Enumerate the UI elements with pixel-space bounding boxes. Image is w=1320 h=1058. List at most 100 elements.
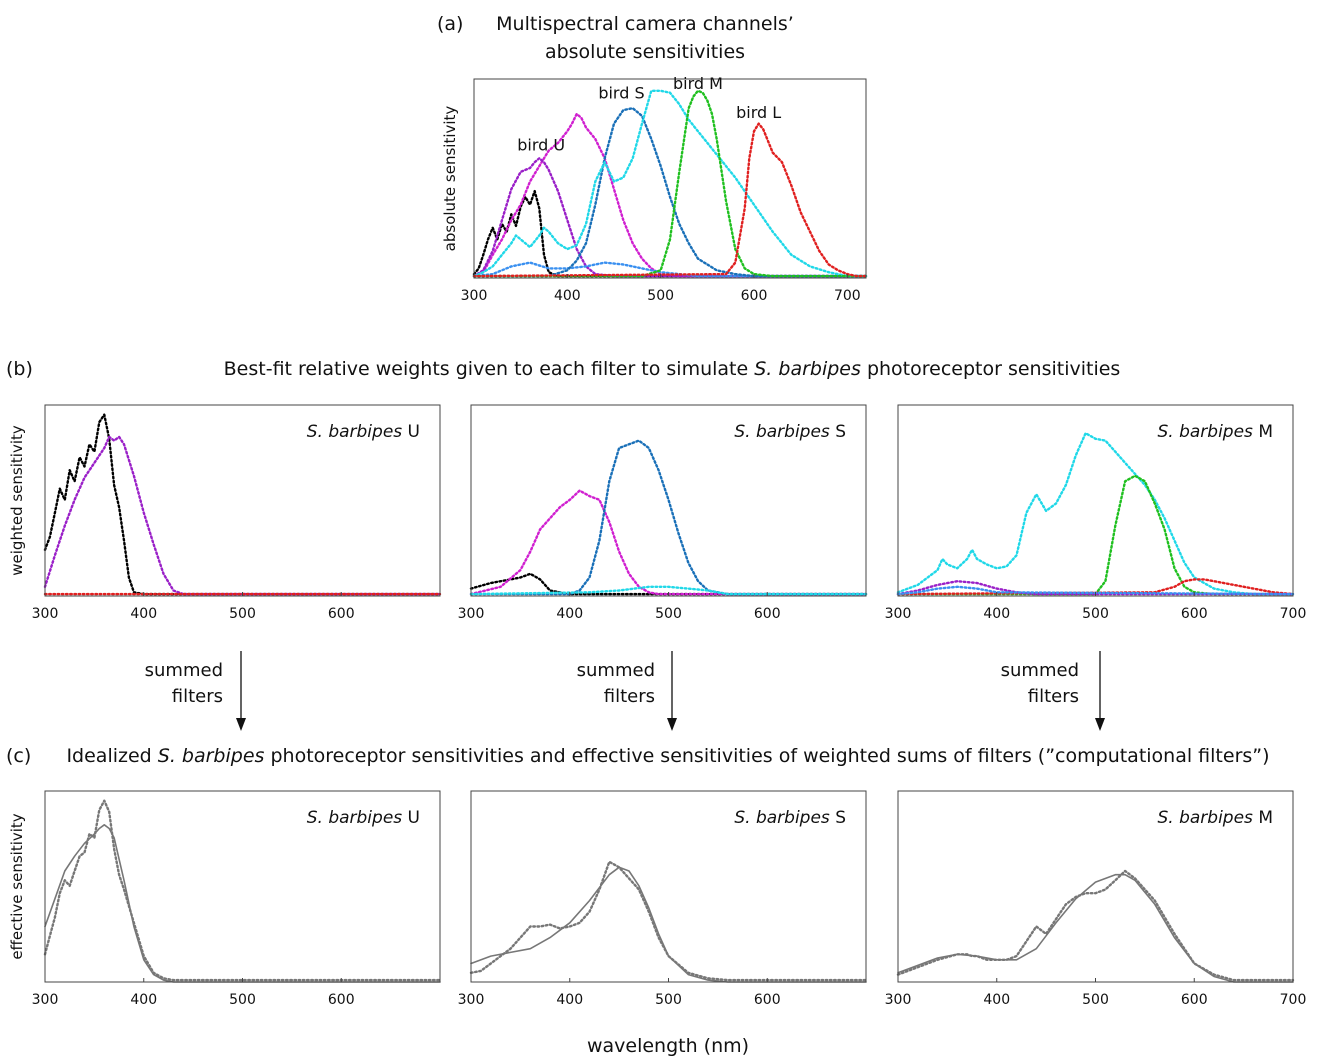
x-tick-label-a-600: 600	[741, 288, 768, 304]
x-tick-label-c-S-300: 300	[458, 992, 485, 1008]
arrow-3-line1: summed	[1001, 660, 1079, 681]
series-line-c-S-1	[469, 860, 868, 982]
x-tick-label-b-U-500: 500	[229, 606, 256, 622]
annotation-a-1: bird S	[598, 84, 644, 103]
x-tick-label-c-U-500: 500	[229, 992, 256, 1008]
arrow-2-head	[667, 718, 677, 731]
series-line-b-S-1	[469, 489, 868, 596]
x-tick-label-b-S-400: 400	[556, 606, 583, 622]
receptor-type-b-U: U	[402, 422, 420, 442]
section-b-letter: (b)	[6, 358, 33, 380]
species-label-c-M: S. barbipes M	[1158, 808, 1274, 828]
series-line-b-S-0	[469, 572, 868, 596]
arrow-1-head	[236, 718, 246, 731]
plot-frame-a	[473, 78, 867, 279]
section-b-title-post: photoreceptor sensitivities	[861, 358, 1120, 380]
series-line-b-M-0	[896, 432, 1295, 596]
y-axis-label-b-U: weighted sensitivity	[8, 425, 26, 576]
series-line-b-S-3	[469, 585, 868, 596]
x-tick-label-b-U-300: 300	[32, 606, 59, 622]
series-line-b-M-2	[896, 578, 1295, 596]
species-name-c-U: S. barbipes	[307, 808, 403, 828]
series-line-a-7	[472, 122, 868, 278]
section-c-title-pre: Idealized	[66, 745, 157, 767]
receptor-type-c-S: S	[830, 808, 846, 828]
receptor-type-b-M: M	[1253, 422, 1273, 442]
panel-a-title-line2: absolute sensitivities	[545, 41, 745, 63]
series-line-c-U-0	[44, 824, 441, 983]
panel-a-title-line1: Multispectral camera channels’	[496, 13, 794, 35]
x-tick-label-b-M-700: 700	[1280, 606, 1307, 622]
series-line-b-M-1	[896, 474, 1295, 596]
species-name-b-S: S. barbipes	[734, 422, 830, 442]
arrow-3-head	[1095, 718, 1105, 731]
species-label-c-U: S. barbipes U	[307, 808, 420, 828]
series-line-c-U-1	[43, 799, 442, 982]
x-tick-label-c-S-400: 400	[556, 992, 583, 1008]
section-b-title-pre: Best-fit relative weights given to each …	[224, 358, 755, 380]
series-line-a-4	[472, 107, 868, 278]
series-line-c-M-0	[897, 873, 1294, 983]
x-axis-label: wavelength (nm)	[587, 1035, 749, 1057]
section-c-title-post: photoreceptor sensitivities and effectiv…	[264, 745, 1269, 767]
x-tick-label-c-M-600: 600	[1181, 992, 1208, 1008]
chart-panel-b-M: 300 400 500 600 700 S. barbipes M	[885, 404, 1307, 622]
chart-panel-b-U: 300 400 500 600 weighted sensitivity S. barbi…	[8, 404, 442, 622]
x-tick-label-b-M-500: 500	[1082, 606, 1109, 622]
receptor-type-c-U: U	[402, 808, 420, 828]
species-label-c-S: S. barbipes S	[734, 808, 846, 828]
species-name-c-M: S. barbipes	[1158, 808, 1254, 828]
x-tick-label-c-M-500: 500	[1082, 992, 1109, 1008]
series-line-b-U-1	[43, 435, 442, 596]
x-tick-label-b-M-400: 400	[983, 606, 1010, 622]
summed-filters-arrow-1: summed filters	[145, 651, 246, 731]
annotation-a-3: bird L	[736, 103, 781, 122]
series-line-a-5	[472, 89, 868, 278]
series-line-a-3	[472, 261, 868, 278]
series-line-b-S-2	[469, 439, 868, 596]
x-tick-label-b-U-400: 400	[130, 606, 157, 622]
species-label-b-S: S. barbipes S	[734, 422, 846, 442]
species-label-b-U: S. barbipes U	[307, 422, 420, 442]
x-tick-label-c-M-400: 400	[983, 992, 1010, 1008]
section-c-title: Idealized S. barbipes photoreceptor sens…	[66, 745, 1269, 767]
x-tick-label-b-S-300: 300	[458, 606, 485, 622]
x-tick-label-a-500: 500	[647, 288, 674, 304]
x-tick-label-a-700: 700	[834, 288, 861, 304]
x-tick-label-c-M-300: 300	[885, 992, 912, 1008]
section-c-title-species: S. barbipes	[158, 745, 265, 767]
x-tick-label-a-400: 400	[554, 288, 581, 304]
receptor-type-c-M: M	[1253, 808, 1273, 828]
arrow-3-line2: filters	[1028, 686, 1079, 707]
series-line-c-S-0	[470, 866, 867, 983]
arrow-2-line1: summed	[577, 660, 655, 681]
arrow-1-line2: filters	[172, 686, 223, 707]
series-line-b-U-0	[43, 413, 442, 596]
chart-panel-b-S: 300 400 500 600 S. barbipes S	[458, 404, 868, 622]
chart-panel-c-U: 300 400 500 600 effective sensitivity S. barb…	[8, 790, 442, 1008]
species-label-b-M: S. barbipes M	[1158, 422, 1274, 442]
x-tick-label-c-M-700: 700	[1280, 992, 1307, 1008]
x-tick-label-c-U-300: 300	[32, 992, 59, 1008]
species-name-b-M: S. barbipes	[1158, 422, 1254, 442]
arrow-1-line1: summed	[145, 660, 223, 681]
chart-panel-a: 300 400 500 600 700 absolute sensitivity bird …	[441, 74, 868, 304]
x-tick-label-c-S-600: 600	[754, 992, 781, 1008]
x-tick-label-c-S-500: 500	[655, 992, 682, 1008]
series-line-a-6	[472, 89, 868, 278]
plot-panels: 300 400 500 600 700 absolute sensitivity bird …	[8, 74, 1306, 1008]
summed-filters-arrow-3: summed filters	[1001, 651, 1105, 731]
x-tick-label-b-S-600: 600	[754, 606, 781, 622]
species-name-b-U: S. barbipes	[307, 422, 403, 442]
receptor-type-b-S: S	[830, 422, 846, 442]
series-line-b-M-3	[896, 580, 1295, 596]
annotation-a-0: bird U	[517, 136, 565, 155]
y-axis-label-c-U: effective sensitivity	[8, 813, 26, 959]
species-name-c-S: S. barbipes	[734, 808, 830, 828]
x-tick-label-a-300: 300	[461, 288, 488, 304]
panel-a-letter: (a)	[437, 13, 463, 35]
series-line-c-M-1	[896, 869, 1295, 982]
chart-panel-c-S: 300 400 500 600 S. barbipes S	[458, 790, 868, 1008]
y-axis-label-a: absolute sensitivity	[441, 106, 459, 252]
